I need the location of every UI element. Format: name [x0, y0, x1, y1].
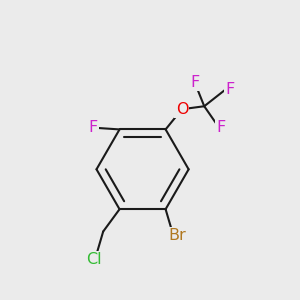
- Text: F: F: [225, 82, 234, 98]
- Text: F: F: [88, 120, 98, 135]
- Text: F: F: [191, 75, 200, 90]
- Text: Br: Br: [169, 229, 186, 244]
- Text: F: F: [216, 119, 225, 134]
- Text: Cl: Cl: [86, 252, 102, 267]
- Text: O: O: [176, 102, 188, 117]
